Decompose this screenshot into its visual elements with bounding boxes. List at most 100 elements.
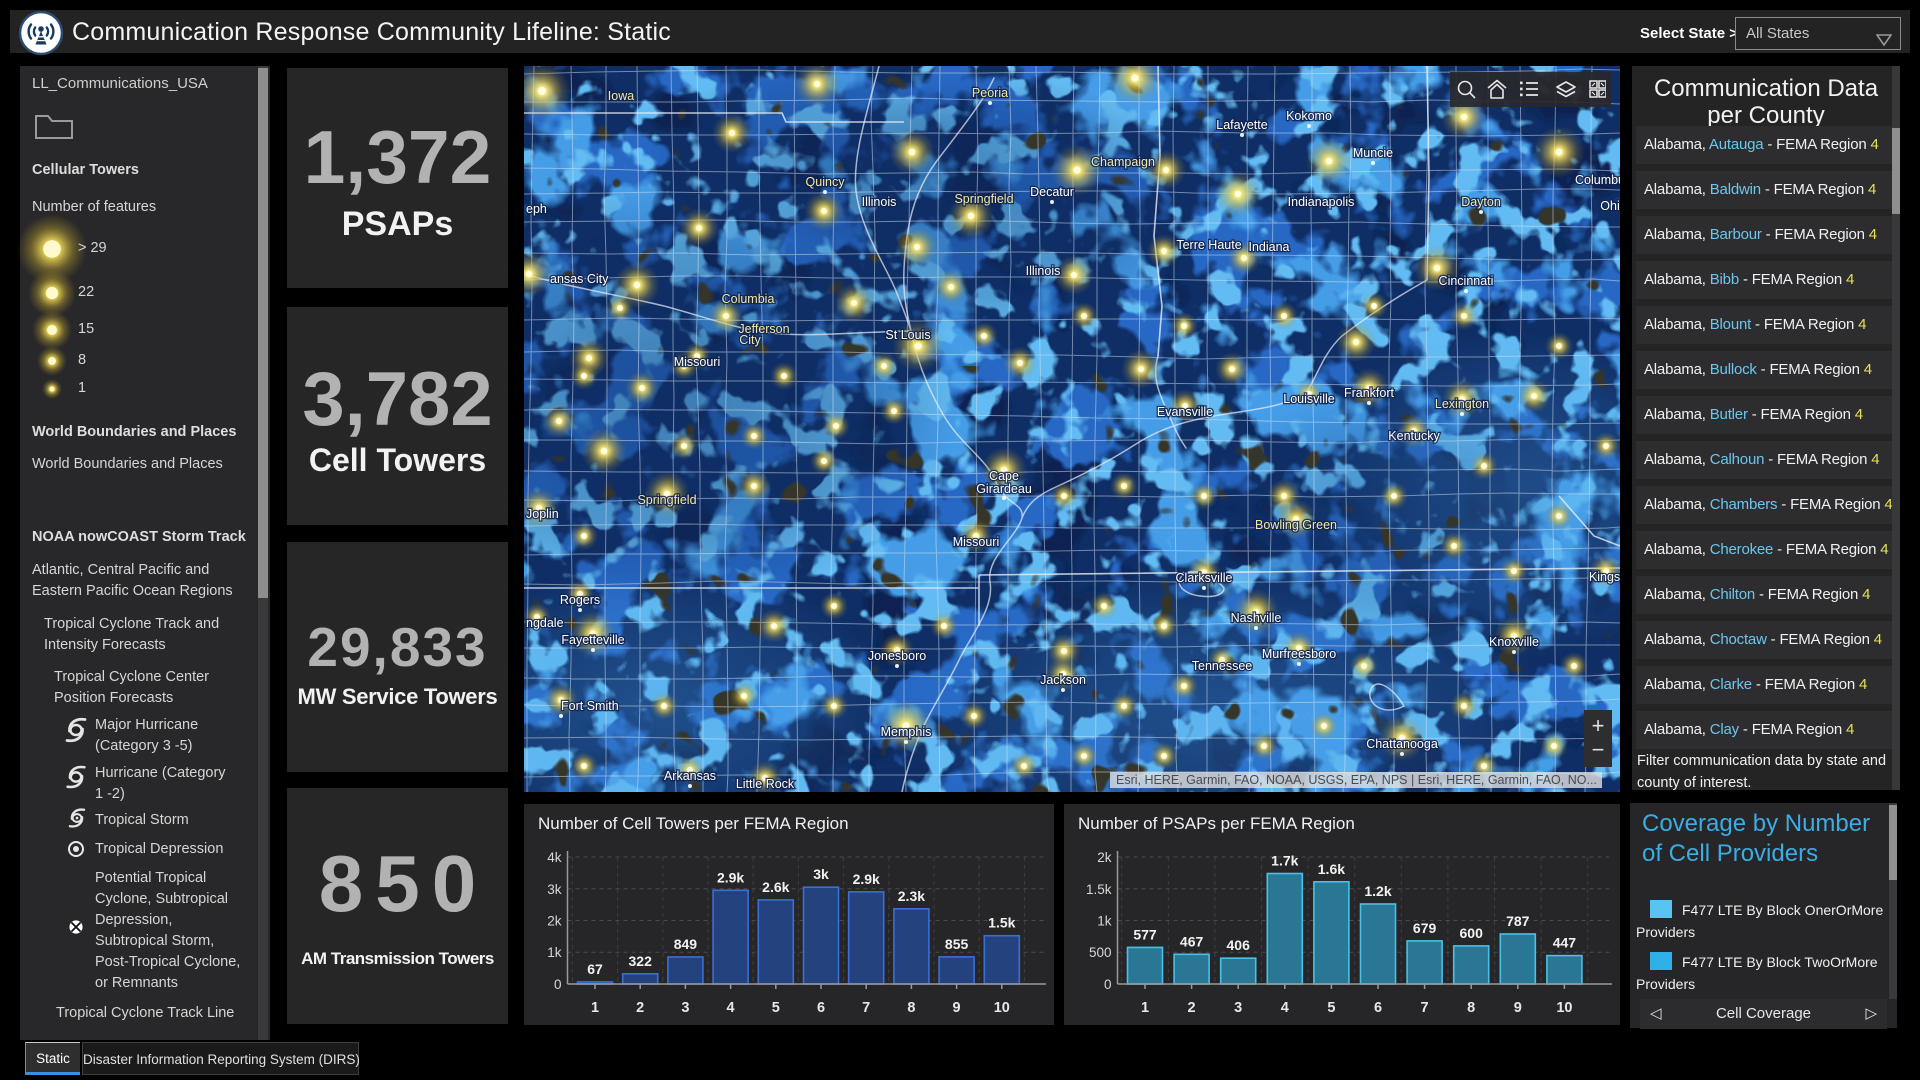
svg-text:4k: 4k (547, 850, 562, 865)
svg-text:406: 406 (1227, 937, 1251, 953)
svg-text:322: 322 (629, 953, 653, 969)
svg-text:8: 8 (907, 1000, 915, 1016)
svg-text:Missouri: Missouri (674, 355, 721, 369)
svg-text:ansas City: ansas City (550, 272, 609, 286)
svg-text:1k: 1k (547, 945, 562, 960)
svg-text:Lexington: Lexington (1435, 397, 1489, 411)
svg-text:Springfield: Springfield (637, 493, 696, 507)
svg-text:10: 10 (994, 1000, 1010, 1016)
svg-text:6: 6 (817, 1000, 825, 1016)
svg-text:10: 10 (1556, 1000, 1572, 1016)
svg-text:500: 500 (1089, 945, 1112, 960)
svg-text:3k: 3k (813, 866, 829, 882)
svg-text:City: City (739, 333, 761, 347)
svg-text:Iowa: Iowa (608, 89, 634, 103)
svg-text:4: 4 (727, 1000, 735, 1016)
svg-text:Cincinnati: Cincinnati (1439, 274, 1494, 288)
svg-text:2: 2 (1188, 1000, 1196, 1016)
svg-text:Springfield: Springfield (954, 192, 1013, 206)
svg-text:7: 7 (1421, 1000, 1429, 1016)
svg-text:Columbia: Columbia (722, 292, 775, 306)
svg-text:9: 9 (953, 1000, 961, 1016)
svg-text:Muncie: Muncie (1353, 146, 1393, 160)
svg-text:Jonesboro: Jonesboro (868, 649, 926, 663)
svg-text:1.6k: 1.6k (1318, 861, 1345, 877)
svg-text:St Louis: St Louis (885, 328, 930, 342)
svg-text:600: 600 (1460, 925, 1484, 941)
svg-text:Quincy: Quincy (806, 175, 846, 189)
svg-text:1.7k: 1.7k (1271, 853, 1298, 869)
svg-text:2: 2 (636, 1000, 644, 1016)
svg-text:Lafayette: Lafayette (1216, 118, 1267, 132)
svg-text:Dayton: Dayton (1461, 195, 1501, 209)
svg-text:eph: eph (526, 202, 547, 216)
svg-text:Kokomo: Kokomo (1286, 109, 1332, 123)
svg-text:Kentucky: Kentucky (1388, 429, 1440, 443)
svg-text:787: 787 (1506, 913, 1530, 929)
svg-text:Champaign: Champaign (1091, 155, 1155, 169)
svg-text:2k: 2k (547, 914, 562, 929)
svg-text:Fayetteville: Fayetteville (561, 633, 624, 647)
svg-text:2.9k: 2.9k (853, 871, 880, 887)
svg-text:6: 6 (1374, 1000, 1382, 1016)
svg-text:1.5k: 1.5k (1086, 882, 1112, 897)
svg-text:Jefferson: Jefferson (738, 322, 789, 336)
svg-text:1: 1 (591, 1000, 599, 1016)
svg-text:Illinois: Illinois (862, 195, 897, 209)
svg-text:Fort Smith: Fort Smith (561, 699, 619, 713)
svg-text:1.5k: 1.5k (988, 915, 1015, 931)
svg-text:3k: 3k (547, 882, 562, 897)
svg-text:Rogers: Rogers (560, 593, 600, 607)
svg-text:849: 849 (674, 936, 698, 952)
svg-text:Terre Haute: Terre Haute (1176, 238, 1241, 252)
svg-text:Evansville: Evansville (1157, 405, 1213, 419)
svg-text:Indiana: Indiana (1248, 240, 1289, 254)
svg-text:Columbu: Columbu (1575, 173, 1620, 187)
svg-text:Nashville: Nashville (1231, 611, 1282, 625)
svg-text:Chattanooga: Chattanooga (1366, 737, 1438, 751)
svg-text:Decatur: Decatur (1030, 185, 1074, 199)
svg-text:Memphis: Memphis (881, 725, 932, 739)
svg-text:0: 0 (1104, 977, 1112, 992)
svg-text:855: 855 (945, 936, 969, 952)
svg-text:Knoxville: Knoxville (1489, 635, 1539, 649)
svg-text:Illinois: Illinois (1026, 264, 1061, 278)
svg-text:Tennessee: Tennessee (1192, 659, 1253, 673)
svg-text:Girardeau: Girardeau (976, 482, 1032, 496)
svg-text:7: 7 (862, 1000, 870, 1016)
svg-text:Indianapolis: Indianapolis (1288, 195, 1355, 209)
svg-text:Bowling Green: Bowling Green (1255, 518, 1337, 532)
svg-text:1k: 1k (1097, 914, 1112, 929)
svg-text:Clarksville: Clarksville (1176, 571, 1233, 585)
svg-text:1: 1 (1141, 1000, 1149, 1016)
svg-text:1.2k: 1.2k (1364, 883, 1391, 899)
svg-text:3: 3 (681, 1000, 689, 1016)
svg-text:3: 3 (1234, 1000, 1242, 1016)
svg-text:2.6k: 2.6k (762, 879, 789, 895)
svg-text:Missouri: Missouri (953, 535, 1000, 549)
svg-text:Little Rock: Little Rock (736, 777, 795, 791)
svg-text:Peoria: Peoria (972, 86, 1008, 100)
svg-text:Ohi: Ohi (1600, 199, 1619, 213)
svg-text:467: 467 (1180, 933, 1204, 949)
svg-text:2k: 2k (1097, 850, 1112, 865)
svg-text:Murfreesboro: Murfreesboro (1262, 647, 1336, 661)
svg-text:5: 5 (1327, 1000, 1335, 1016)
svg-text:Cape: Cape (989, 469, 1019, 483)
svg-text:Joplin: Joplin (526, 507, 559, 521)
svg-text:577: 577 (1133, 926, 1157, 942)
svg-text:679: 679 (1413, 920, 1437, 936)
svg-text:2.9k: 2.9k (717, 869, 744, 885)
svg-text:Arkansas: Arkansas (664, 769, 716, 783)
svg-text:447: 447 (1553, 935, 1577, 951)
svg-text:Kingsp: Kingsp (1589, 570, 1620, 584)
svg-text:2.3k: 2.3k (898, 888, 925, 904)
svg-text:8: 8 (1467, 1000, 1475, 1016)
svg-text:Frankfort: Frankfort (1344, 386, 1395, 400)
svg-text:67: 67 (587, 961, 603, 977)
svg-text:5: 5 (772, 1000, 780, 1016)
svg-text:Louisville: Louisville (1283, 392, 1334, 406)
svg-text:0: 0 (554, 977, 562, 992)
svg-text:4: 4 (1281, 1000, 1289, 1016)
svg-text:ngdale: ngdale (526, 616, 564, 630)
